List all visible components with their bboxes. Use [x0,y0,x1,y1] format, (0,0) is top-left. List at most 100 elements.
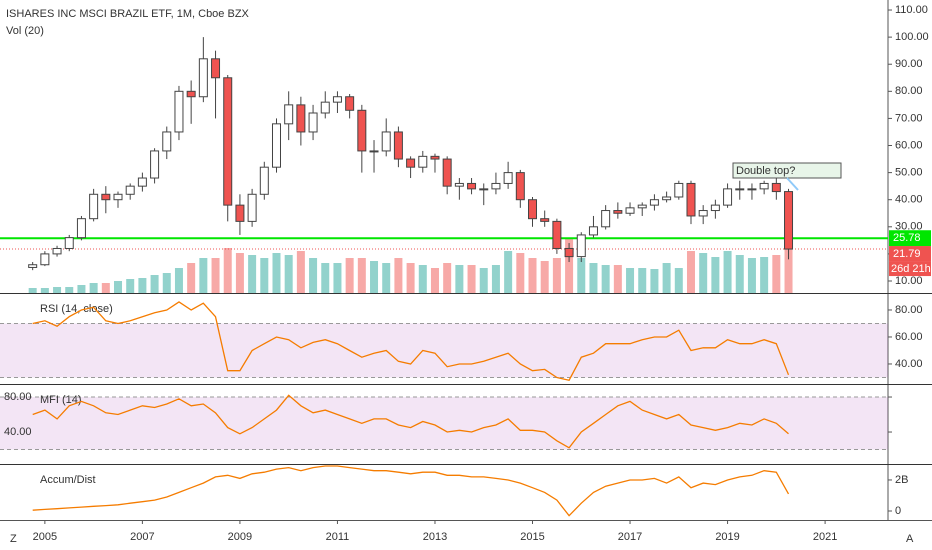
volume-bar [223,248,232,293]
volume-bar [260,258,269,293]
chart-title: ISHARES INC MSCI BRAZIL ETF, 1M, Cboe BZ… [6,8,250,20]
candle-body [625,207,635,214]
volume-bar [711,257,720,293]
volume-bar [126,279,135,293]
volume-bar [686,251,695,293]
volume-bar [735,255,744,293]
countdown-bg [889,261,931,277]
candle-body [467,182,477,190]
candle-body [430,155,440,160]
candle-body [211,58,221,79]
volume-bar [284,255,293,293]
right-button[interactable]: A [906,533,914,545]
x-tick-label: 2013 [423,531,447,543]
candle-body [271,123,281,168]
volume-bar [418,265,427,293]
volume-bar [345,258,354,293]
volume-bar [760,257,769,293]
indicator-line [32,465,790,517]
indicator-name: MFI (14) [40,394,82,406]
last-price-bg [889,246,931,262]
candle-body [418,155,428,168]
candle-body [235,204,245,222]
volume-bar [309,258,318,293]
indicator-name: Accum/Dist [40,474,96,486]
candle-body [613,210,623,214]
candle-body [454,182,464,187]
candle-body [406,158,416,168]
candle-body [345,96,355,111]
volume-bar [601,265,610,293]
volume-bar [272,253,281,293]
candle-body [662,196,672,201]
candle-body [723,188,733,206]
volume-bar [77,285,86,293]
y-tick-label: 2B [895,474,908,486]
volume-bar [65,287,74,293]
candle-body [759,182,769,190]
candle-body [320,101,330,114]
candle-body [28,264,38,268]
candle-body [576,234,586,258]
candle-body [381,131,391,152]
y-tick-label: 40.00 [4,426,32,438]
volume-bar [53,287,62,293]
volume-label: Vol (20) [6,25,44,37]
candle-body [491,182,501,190]
indicator-name: RSI (14, close) [40,303,113,315]
volume-bar [626,268,635,293]
volume-bar [650,269,659,293]
y-tick-label: 0 [895,505,901,517]
volume-bar [589,263,598,293]
candle-body [52,247,62,255]
candle-body [588,226,598,236]
candle-body [40,253,50,266]
candle-body [357,109,367,152]
volume-bar [382,263,391,293]
candle-body [735,188,745,191]
support-label: 25.78 [893,232,921,244]
candle-body [162,131,172,152]
volume-bar [211,258,220,293]
volume-bar [577,258,586,293]
x-tick-label: 2009 [228,531,252,543]
y-tick-label: 40.00 [895,194,923,206]
volume-bar [394,258,403,293]
volume-bar [187,263,196,293]
volume-bar [443,263,452,293]
volume-bar [162,273,171,293]
candle-body [393,131,403,160]
candle-body [186,90,196,98]
y-tick-label: 90.00 [895,58,923,70]
candle-body [540,218,550,222]
candle-body [308,112,318,133]
y-tick-label: 80.00 [895,85,923,97]
candle-body [150,150,160,179]
candle-body [89,193,99,220]
left-button[interactable]: Z [10,533,17,545]
indicator-line [32,394,789,449]
candle-body [503,172,513,184]
candle-body [674,182,684,198]
candle-body [223,77,233,206]
candle-body [284,104,294,125]
candle-body [296,104,306,133]
candle-body [564,247,574,258]
volume-bar [540,261,549,293]
support-label-bg [889,230,931,247]
volume-bar [406,263,415,293]
candle-body [125,185,135,195]
candle-body [259,166,269,195]
volume-bar [674,268,683,293]
indicator-line [32,301,790,381]
x-tick-label: 2007 [130,531,154,543]
volume-bar [504,251,513,293]
volume-bar [296,251,305,293]
y-tick-label: 80.00 [895,304,923,316]
candle-body [686,182,696,217]
candle-body [479,188,489,191]
volume-bar [174,268,183,293]
candle-body [784,191,794,250]
volume-bar [772,255,781,293]
